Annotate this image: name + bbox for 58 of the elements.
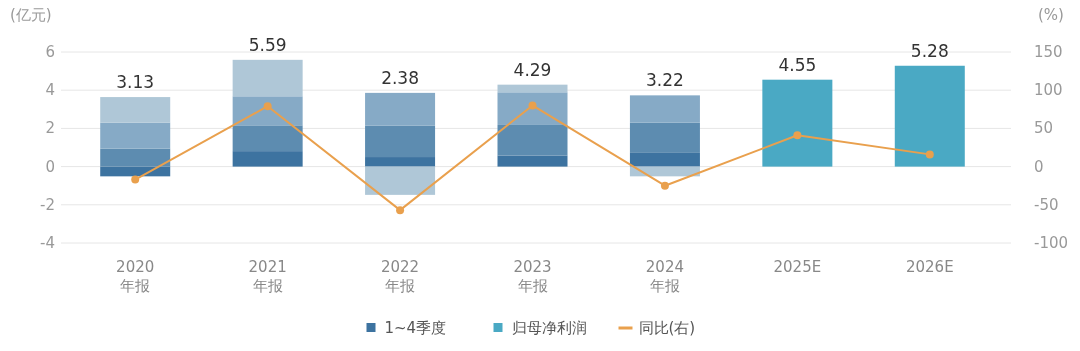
x-tick-label: 2023 年报 [512,258,553,296]
bar [100,122,171,149]
point [263,102,272,111]
x-tick-label: 2022 年报 [379,258,421,296]
total-label: 4.29 [513,59,552,80]
point [925,150,934,159]
bar [100,148,171,167]
bar [762,79,833,167]
point [131,175,140,184]
total-label: 2.38 [381,67,419,88]
x-tick-label: 2025E [772,258,823,277]
point [396,206,405,215]
y2-tick-label: 150 [1034,43,1063,61]
y2-tick-label: 100 [1034,81,1063,100]
y-axis-title: (亿元) [10,6,52,24]
x-tick-label: 2026E [904,258,955,277]
y2-tick-label: 0 [1034,157,1044,176]
y-tick-label: 0 [45,157,55,176]
bar [365,125,436,158]
legend-label: 归母净利润 [511,319,587,337]
y-tick-label: -4 [40,234,55,252]
bar [629,95,700,123]
bar [497,155,568,167]
bar [232,125,303,152]
bar [497,84,568,93]
total-label: 5.59 [248,34,287,55]
bar [365,166,436,195]
bar [232,96,303,126]
bar [100,97,171,123]
y2-axis-title: (%) [1038,6,1064,24]
bar [497,124,568,156]
point [793,131,802,140]
x-tick-label: 2021 年报 [247,258,288,296]
total-label: 4.55 [778,54,817,75]
total-label: 3.22 [646,70,684,91]
bar [232,151,303,167]
legend-label: 1~4季度 [384,319,447,337]
y2-tick-label: -50 [1034,195,1059,214]
total-label: 5.28 [910,40,949,61]
total-label: 3.13 [116,72,155,93]
point [528,101,537,110]
y-tick-label: -2 [40,195,55,214]
legend-label: 同比(右) [638,319,696,337]
bar [497,92,568,125]
x-tick-label: 2024 年报 [644,258,685,296]
bar [629,122,700,153]
bar [894,65,965,167]
y-tick-label: 6 [45,43,55,61]
bar [365,92,436,126]
y2-tick-label: -100 [1034,234,1069,252]
point [660,181,669,190]
y-tick-label: 4 [45,81,55,100]
x-tick-label: 2020 年报 [115,258,156,296]
y-tick-label: 2 [45,119,55,138]
y2-tick-label: 50 [1034,119,1054,138]
bar [232,59,303,97]
bar [629,152,700,167]
bar [365,157,436,167]
